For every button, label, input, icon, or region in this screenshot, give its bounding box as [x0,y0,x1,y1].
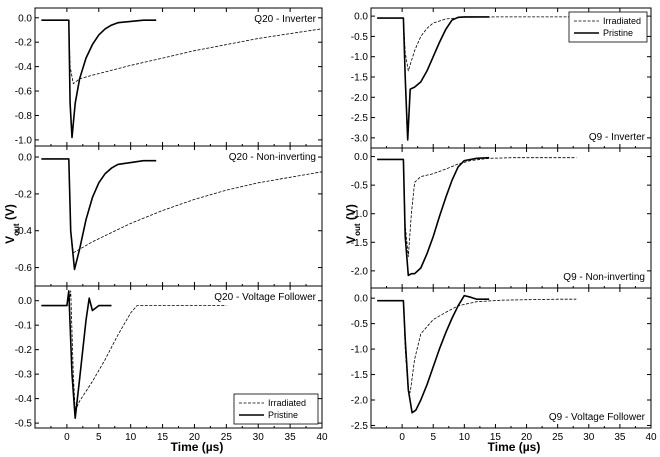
y-tick-label: -0.2 [15,38,33,49]
y-tick-label: -0.5 [351,32,369,43]
x-tick-label: 15 [490,432,502,443]
x-tick-label: 15 [157,432,169,443]
y-tick-label: -2.0 [351,396,369,407]
panel-q9-inverter: 0.0 -0.5 -1.0 -1.5 -2.0 -2.5 -3.0 Q9 - Inverter… [351,7,652,149]
y-tick-label: -0.6 [15,87,33,98]
y-tick-label: -0.4 [15,62,33,73]
legend-label-pristine: Pristine [603,28,633,38]
y-tick-label: -1.0 [351,52,369,63]
x-tick-label: 20 [189,432,201,443]
y-tick-label: 0.0 [354,12,368,23]
series-line-irradiated [41,290,227,412]
y-tick-label: 0.0 [18,153,32,164]
panel-frame [370,287,652,429]
panel-q20-inverter: 0.0 -0.2 -0.4 -0.6 -0.8 -1.0 Q20 - Inverter [15,7,323,147]
right-y-label-unit: (V) [344,204,358,223]
x-tick-label: 30 [583,432,595,443]
y-tick-label: -1.5 [351,72,369,83]
y-tick-label: -2.5 [351,113,369,124]
right-y-label-sub: out [353,223,362,236]
y-tick-label: -0.1 [15,321,33,332]
y-tick-label: -0.5 [351,181,369,192]
y-tick-label: -0.4 [15,226,33,237]
y-tick-label: -0.6 [15,263,33,274]
legend-box [233,393,319,425]
y-tick-label: -0.2 [15,345,33,356]
series-line-irradiated [41,19,323,85]
x-tick-label: 0 [399,432,405,443]
y-tick-label: -1.5 [351,238,369,249]
panel-title: Q9 - Voltage Follower [549,412,646,423]
series-line-pristine [377,156,490,277]
series-line-irradiated [377,157,577,257]
x-tick-label: 0 [64,432,70,443]
panel-frame [370,147,652,289]
left-y-label-sub: out [12,223,21,236]
x-tick-label: 5 [430,432,436,443]
panel-title: Q20 - Inverter [254,14,316,25]
right-y-label-main: V [344,236,358,244]
right-y-axis-label: Vout (V) [344,204,362,244]
panel-q9-voltagefollower: 0 5 10 15 20 25 30 35 40 0.0 -0.5 -1.0 -1.5 -2.0 -2.5 Q… [351,287,657,443]
panel-q20-voltagefollower: 0 5 10 15 20 25 30 35 40 0.0 -0.1 -0.2 -0.3 -0.4 -0.5 Q… [15,285,328,443]
x-tick-label: 40 [645,432,657,443]
y-tick-label: -1.0 [15,135,33,146]
y-tick-label: -2.0 [351,266,369,277]
y-tick-label: -1.0 [351,345,369,356]
right-x-axis-label: Time (µs) [488,440,541,454]
panel-q20-noninverting: 0.0 -0.2 -0.4 -0.6 Q20 - Non-inverting [15,145,323,287]
x-tick-label: 40 [316,432,328,443]
y-tick-label: 0.0 [18,296,32,307]
x-tick-label: 10 [459,432,471,443]
left-y-axis-label: Vout (V) [3,204,21,244]
series-line-pristine [377,294,490,414]
panel-title: Q20 - Non-inverting [229,152,316,163]
y-tick-label: -0.8 [15,111,33,122]
panel-q9-noninverting: 0.0 -0.5 -1.0 -1.5 -2.0 Q9 - Non-inverting [351,147,652,289]
x-tick-label: 35 [614,432,626,443]
y-tick-label: 0.0 [18,13,32,24]
x-tick-label: 25 [221,432,233,443]
y-tick-label: -2.5 [351,421,369,432]
legend-label-irradiated: Irradiated [268,398,306,408]
x-tick-label: 20 [521,432,533,443]
panel-frame [34,145,323,287]
x-tick-label: 30 [253,432,265,443]
y-tick-label: -1.0 [351,209,369,220]
series-line-pristine [377,16,490,141]
y-tick-label: -0.2 [15,189,33,200]
y-tick-label: -0.3 [15,370,33,381]
x-tick-label: 5 [96,432,102,443]
x-tick-label: 10 [125,432,137,443]
series-line-pristine [41,290,112,419]
panel-frame [34,7,323,147]
series-line-pristine [41,19,157,139]
panel-title: Q9 - Inverter [589,132,646,143]
series-line-irradiated [41,158,323,254]
y-tick-label: -2.0 [351,93,369,104]
x-tick-label: 25 [552,432,564,443]
left-y-label-unit: (V) [3,204,17,223]
y-tick-label: -3.0 [351,133,369,144]
y-tick-label: -0.4 [15,394,33,405]
y-tick-label: -0.5 [15,419,33,430]
left-x-axis-label: Time (µs) [171,440,224,454]
panel-title: Q20 - Voltage Follower [214,292,316,303]
panel-title: Q9 - Non-inverting [563,272,645,283]
left-y-label-main: V [3,236,17,244]
y-tick-label: 0.0 [354,152,368,163]
y-tick-label: -1.5 [351,370,369,381]
y-tick-label: 0.0 [354,294,368,305]
x-tick-label: 35 [285,432,297,443]
legend-label-pristine: Pristine [268,410,298,420]
legend-box [568,11,648,43]
series-line-irradiated [377,16,577,72]
legend-label-irradiated: Irradiated [603,16,641,26]
series-line-pristine [41,158,157,271]
y-tick-label: -0.5 [351,319,369,330]
